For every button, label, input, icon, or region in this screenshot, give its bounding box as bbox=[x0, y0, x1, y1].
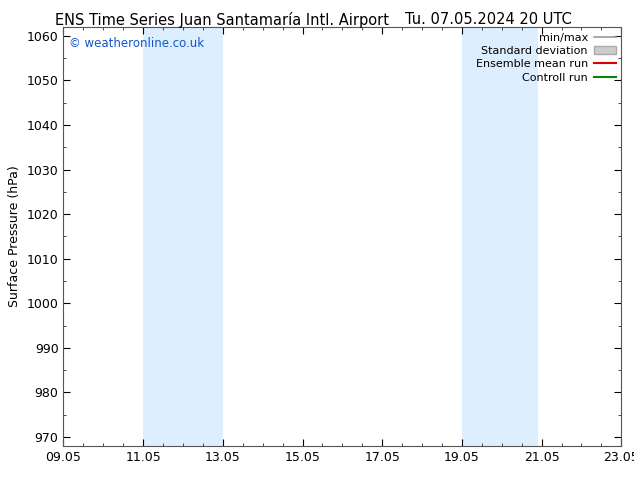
Legend: min/max, Standard deviation, Ensemble mean run, Controll run: min/max, Standard deviation, Ensemble me… bbox=[476, 32, 616, 82]
Bar bbox=[462, 27, 538, 446]
Text: ENS Time Series Juan Santamaría Intl. Airport: ENS Time Series Juan Santamaría Intl. Ai… bbox=[55, 12, 389, 28]
Text: © weatheronline.co.uk: © weatheronline.co.uk bbox=[69, 37, 204, 50]
Bar bbox=[143, 27, 223, 446]
Text: Tu. 07.05.2024 20 UTC: Tu. 07.05.2024 20 UTC bbox=[404, 12, 572, 27]
Y-axis label: Surface Pressure (hPa): Surface Pressure (hPa) bbox=[8, 166, 21, 307]
